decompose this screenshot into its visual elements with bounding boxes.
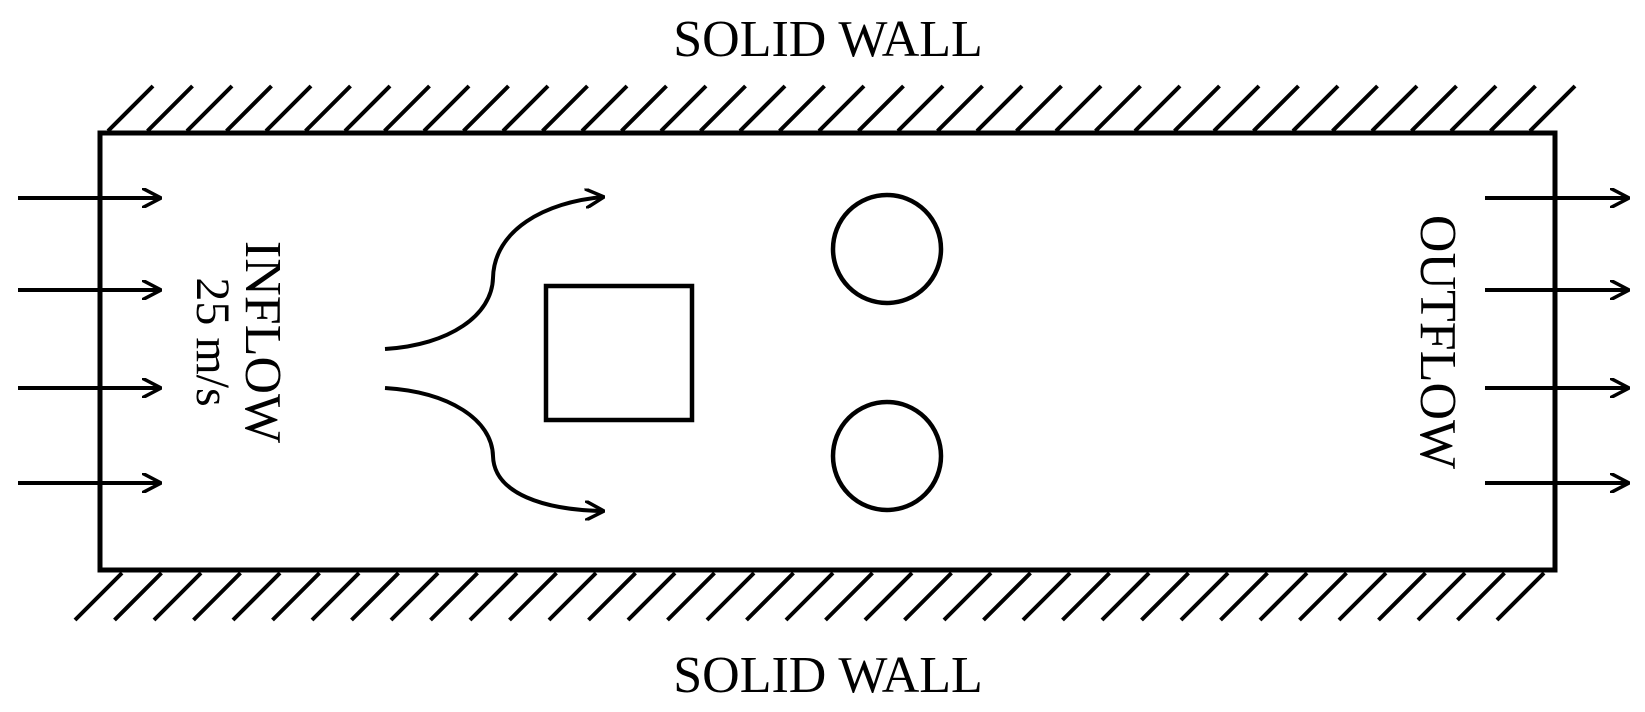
hatch-line xyxy=(1410,84,1458,133)
upper-streamline-arrow xyxy=(384,197,603,351)
hatch-line xyxy=(1337,571,1388,622)
hatch-line xyxy=(936,84,984,133)
hatch-line xyxy=(146,84,194,133)
hatch-line xyxy=(975,84,1024,133)
hatch-line xyxy=(580,84,629,133)
hatch-line xyxy=(1100,571,1151,622)
hatch-line xyxy=(587,571,637,622)
inflow-arrows xyxy=(18,198,160,483)
hatch-line xyxy=(1133,84,1182,133)
hatch-line xyxy=(350,571,400,622)
hatch-line xyxy=(508,571,558,622)
hatch-line xyxy=(113,571,163,622)
hatch-line xyxy=(429,571,479,622)
inflow-speed-label: 25 m/s xyxy=(186,277,239,406)
hatch-line xyxy=(1015,84,1063,133)
hatch-line xyxy=(304,84,352,133)
hatch-line xyxy=(152,571,203,622)
hatch-line xyxy=(389,571,440,622)
hatch-line xyxy=(1370,84,1419,133)
hatch-line xyxy=(1054,84,1103,133)
hatch-line xyxy=(705,571,756,622)
hatch-line xyxy=(1252,84,1300,133)
hatch-line xyxy=(462,84,510,133)
hatch-line xyxy=(903,571,953,622)
hatch-line xyxy=(271,571,321,622)
hatch-line xyxy=(942,571,993,622)
hatch-line xyxy=(857,84,905,133)
hatch-line xyxy=(1140,571,1190,622)
hatch-line xyxy=(896,84,945,133)
square-obstacle xyxy=(543,283,695,423)
hatch-line xyxy=(659,84,708,133)
hatch-line xyxy=(1094,84,1142,133)
hatch-line xyxy=(1377,571,1427,622)
hatch-line xyxy=(738,84,787,133)
lower-circle-obstacle xyxy=(830,399,944,513)
hatch-line xyxy=(666,571,716,622)
hatch-line xyxy=(185,84,234,133)
hatch-line xyxy=(1173,84,1221,133)
hatch-line xyxy=(982,571,1032,622)
outflow-label: OUTFLOW xyxy=(1409,215,1466,469)
inflow-label: INFLOW xyxy=(234,241,291,443)
hatch-line xyxy=(310,571,361,622)
hatch-line xyxy=(1219,571,1269,622)
hatch-line xyxy=(422,84,471,133)
hatch-line xyxy=(863,571,914,622)
hatch-line xyxy=(699,84,747,133)
hatch-line xyxy=(73,571,124,622)
hatch-line xyxy=(383,84,431,133)
hatch-line xyxy=(264,84,313,133)
hatch-line xyxy=(1489,84,1537,133)
outflow-arrows xyxy=(1485,198,1628,483)
top-wall-hatching xyxy=(106,84,1577,133)
hatch-line xyxy=(1416,571,1467,622)
bottom-wall-label: SOLID WALL xyxy=(673,647,983,704)
hatch-line xyxy=(468,571,519,622)
hatch-line xyxy=(817,84,866,133)
hatch-line xyxy=(620,84,668,133)
hatch-line xyxy=(1212,84,1261,133)
hatch-line xyxy=(192,571,242,622)
hatch-line xyxy=(1179,571,1230,622)
top-wall-label: SOLID WALL xyxy=(673,11,983,68)
hatch-line xyxy=(1449,84,1498,133)
flow-domain-boundary xyxy=(97,130,1558,573)
hatch-line xyxy=(1258,571,1309,622)
hatch-line xyxy=(1061,571,1111,622)
hatch-line xyxy=(824,571,874,622)
hatch-line xyxy=(501,84,550,133)
hatch-line xyxy=(1528,84,1577,133)
hatch-line xyxy=(547,571,598,622)
hatch-line xyxy=(745,571,795,622)
hatch-line xyxy=(343,84,392,133)
upper-circle-obstacle xyxy=(830,192,944,306)
hatch-line xyxy=(1298,571,1348,622)
hatch-line xyxy=(231,571,282,622)
bottom-wall-hatching xyxy=(73,571,1546,622)
hatch-line xyxy=(1495,571,1546,622)
hatch-line xyxy=(778,84,826,133)
hatch-line xyxy=(784,571,835,622)
lower-streamline-arrow xyxy=(384,386,603,511)
hatch-line xyxy=(1021,571,1072,622)
hatch-line xyxy=(1331,84,1379,133)
hatch-line xyxy=(106,84,155,133)
hatch-line xyxy=(1456,571,1506,622)
hatch-line xyxy=(225,84,273,133)
hatch-line xyxy=(626,571,677,622)
hatch-line xyxy=(541,84,589,133)
hatch-line xyxy=(1291,84,1340,133)
